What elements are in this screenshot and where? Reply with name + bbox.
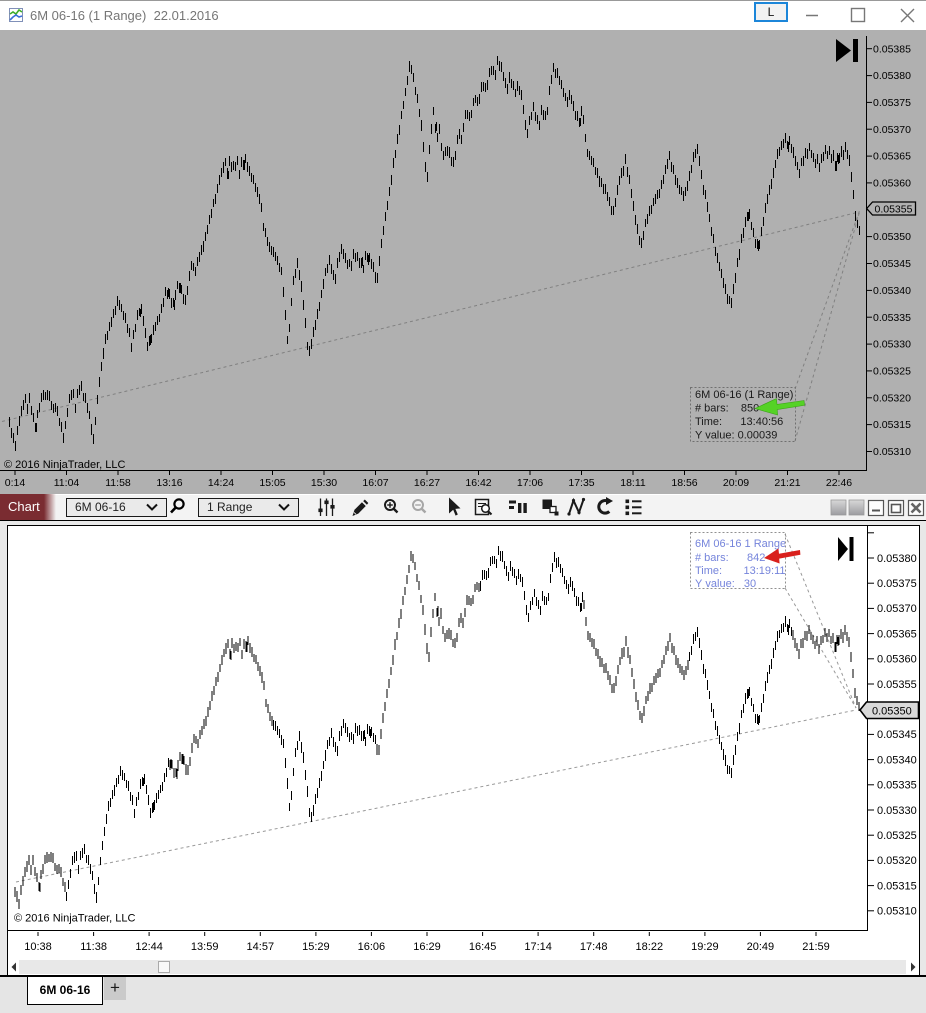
svg-text:0.05380: 0.05380 [873, 70, 911, 82]
svg-text:0.05365: 0.05365 [873, 151, 911, 163]
svg-text:0.05335: 0.05335 [877, 780, 917, 792]
svg-text:Y value: 30: Y value: 30 [695, 578, 756, 590]
svg-text:Y value: 0.00039: Y value: 0.00039 [695, 430, 777, 442]
svg-text:0.05385: 0.05385 [873, 43, 911, 55]
svg-text:0.05310: 0.05310 [873, 446, 911, 458]
svg-text:21:59: 21:59 [802, 941, 830, 953]
svg-text:0.05365: 0.05365 [877, 628, 917, 640]
svg-text:10:38: 10:38 [24, 941, 52, 953]
svg-text:0.05355: 0.05355 [877, 679, 917, 691]
svg-text:13:59: 13:59 [191, 941, 219, 953]
svg-text:0.05315: 0.05315 [877, 880, 917, 892]
svg-text:17:48: 17:48 [580, 941, 608, 953]
svg-text:18:22: 18:22 [636, 941, 664, 953]
svg-text:16:27: 16:27 [414, 477, 440, 489]
svg-text:0.05360: 0.05360 [873, 178, 911, 190]
svg-text:18:11: 18:11 [620, 477, 646, 489]
svg-text:21:21: 21:21 [774, 477, 800, 489]
svg-text:20:49: 20:49 [747, 941, 775, 953]
svg-text:16:29: 16:29 [413, 941, 441, 953]
svg-text:16:06: 16:06 [358, 941, 386, 953]
svg-text:0.05375: 0.05375 [873, 97, 911, 109]
svg-text:18:56: 18:56 [671, 477, 697, 489]
svg-text:0.05380: 0.05380 [877, 553, 917, 565]
svg-text:# bars: 842: # bars: 842 [695, 552, 765, 564]
svg-text:0.05370: 0.05370 [877, 603, 917, 615]
svg-text:14:24: 14:24 [208, 477, 234, 489]
svg-text:0.05335: 0.05335 [873, 312, 911, 324]
svg-text:© 2016 NinjaTrader, LLC: © 2016 NinjaTrader, LLC [14, 913, 135, 925]
svg-text:Time: 13:40:56: Time: 13:40:56 [695, 416, 783, 428]
svg-text:6M 06-16 1 Range: 6M 06-16 1 Range [695, 538, 786, 550]
svg-text:15:30: 15:30 [311, 477, 337, 489]
svg-text:0.05360: 0.05360 [877, 654, 917, 666]
svg-text:17:06: 17:06 [517, 477, 543, 489]
svg-text:0.05340: 0.05340 [873, 285, 911, 297]
svg-text:© 2016 NinjaTrader, LLC: © 2016 NinjaTrader, LLC [4, 459, 125, 471]
svg-text:13:16: 13:16 [156, 477, 182, 489]
svg-text:0.05370: 0.05370 [873, 124, 911, 136]
svg-text:12:44: 12:44 [135, 941, 163, 953]
svg-text:0.05355: 0.05355 [875, 203, 913, 215]
svg-text:20:09: 20:09 [723, 477, 749, 489]
svg-text:16:45: 16:45 [469, 941, 497, 953]
svg-text:0.05315: 0.05315 [873, 419, 911, 431]
svg-text:0.05325: 0.05325 [873, 366, 911, 378]
svg-text:0.05330: 0.05330 [873, 339, 911, 351]
svg-text:0.05340: 0.05340 [877, 754, 917, 766]
svg-text:17:14: 17:14 [524, 941, 552, 953]
svg-text:11:38: 11:38 [80, 941, 107, 953]
svg-text:0.05325: 0.05325 [877, 830, 917, 842]
svg-text:0.05345: 0.05345 [877, 729, 917, 741]
svg-text:0.05330: 0.05330 [877, 805, 917, 817]
svg-text:0.05350: 0.05350 [872, 706, 912, 718]
svg-text:0:14: 0:14 [5, 477, 26, 489]
svg-text:0.05320: 0.05320 [877, 855, 917, 867]
svg-text:15:05: 15:05 [259, 477, 285, 489]
svg-text:11:58: 11:58 [105, 477, 131, 489]
svg-text:0.05320: 0.05320 [873, 392, 911, 404]
svg-text:0.05375: 0.05375 [877, 578, 917, 590]
svg-text:11:04: 11:04 [54, 477, 80, 489]
svg-text:6M 06-16 (1 Range): 6M 06-16 (1 Range) [695, 389, 793, 401]
svg-text:16:07: 16:07 [362, 477, 388, 489]
svg-text:14:57: 14:57 [247, 941, 275, 953]
svg-text:# bars: 850: # bars: 850 [695, 403, 759, 415]
svg-text:19:29: 19:29 [691, 941, 719, 953]
svg-text:16:42: 16:42 [465, 477, 491, 489]
svg-text:22:46: 22:46 [826, 477, 852, 489]
svg-text:15:29: 15:29 [302, 941, 330, 953]
svg-text:0.05310: 0.05310 [877, 906, 917, 918]
svg-text:0.05350: 0.05350 [873, 231, 911, 243]
svg-text:0.05345: 0.05345 [873, 258, 911, 270]
svg-text:Time: 13:19:11: Time: 13:19:11 [695, 565, 786, 577]
svg-text:17:35: 17:35 [568, 477, 594, 489]
